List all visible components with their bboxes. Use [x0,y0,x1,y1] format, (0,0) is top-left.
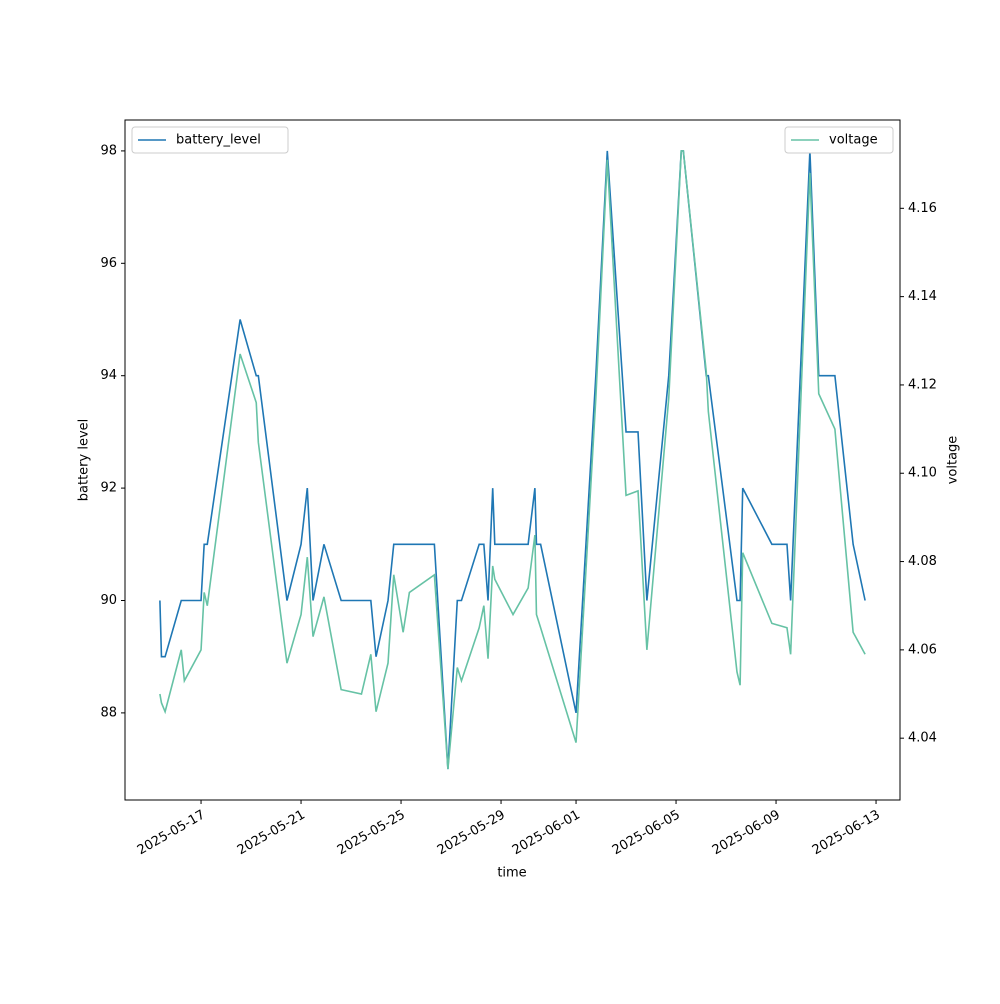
legend-box [131,126,289,154]
legend-label: battery_level [176,133,261,148]
plot-frame [124,119,901,801]
y2-tick-label: 4.06 [908,642,937,657]
y2-tick-label: 4.08 [908,554,937,569]
y-tick-label: 90 [100,593,117,608]
y2-axis-title: voltage [946,436,961,485]
series-line [159,150,866,770]
y2-tick-label: 4.16 [908,201,937,216]
y2-tick-label: 4.12 [908,377,937,392]
legend-box [784,126,894,154]
y-tick-label: 98 [100,143,117,158]
y2-tick-label: 4.04 [908,731,937,746]
y-axis-title: battery level [77,419,92,502]
series-line [159,150,866,770]
y-tick-label: 92 [100,481,117,496]
legend-label: voltage [829,133,878,148]
y-tick-label: 96 [100,256,117,271]
y2-tick-label: 4.10 [908,466,937,481]
x-axis-title: time [497,866,526,881]
y2-tick-label: 4.14 [908,289,937,304]
y-tick-label: 88 [100,705,117,720]
y-tick-label: 94 [100,368,117,383]
